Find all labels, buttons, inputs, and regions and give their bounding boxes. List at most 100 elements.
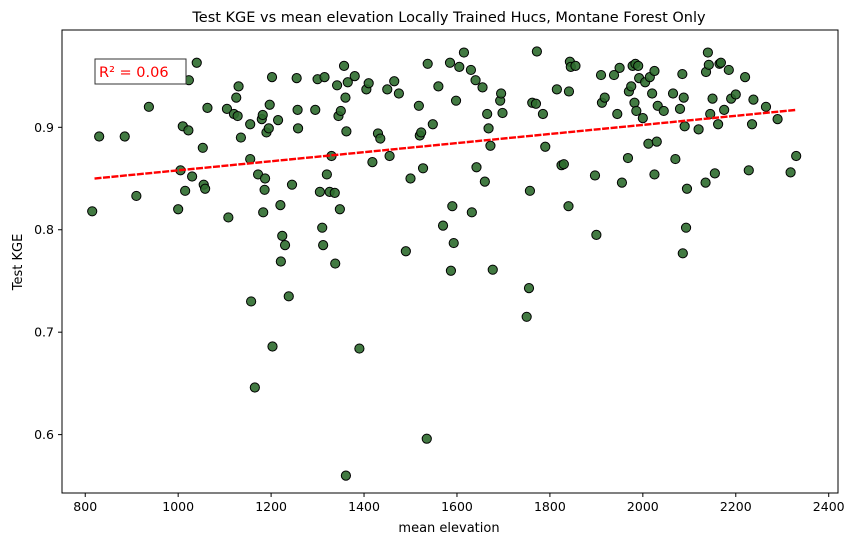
data-point	[700, 177, 711, 188]
y-tick-label: 0.7	[34, 325, 54, 340]
data-point	[197, 142, 208, 153]
data-point	[723, 64, 734, 76]
data-point	[191, 57, 202, 68]
data-point	[433, 81, 444, 92]
x-tick-label: 2400	[813, 499, 845, 514]
data-point	[258, 207, 269, 218]
x-axis-ticks: 800 1000 1200 1400 1600 1800 2000 2200 2400	[73, 493, 845, 514]
chart-title: Test KGE vs mean elevation Locally Train…	[191, 10, 706, 26]
data-point	[421, 433, 432, 444]
data-point	[330, 258, 341, 269]
data-point	[246, 296, 257, 307]
data-point	[703, 59, 714, 70]
data-point	[629, 97, 640, 108]
r-squared-annotation: R² = 0.06	[99, 65, 169, 81]
data-point	[291, 73, 302, 84]
x-tick-label: 1800	[534, 499, 566, 514]
data-point	[739, 72, 751, 83]
data-point	[367, 157, 378, 168]
plot-marks	[87, 46, 802, 481]
data-point	[709, 168, 720, 179]
data-point	[537, 108, 549, 120]
data-point	[338, 60, 350, 71]
data-point	[143, 101, 154, 112]
data-point	[331, 80, 343, 91]
data-point	[259, 184, 270, 195]
data-point	[314, 186, 325, 197]
data-point	[719, 104, 730, 116]
data-point	[249, 382, 260, 393]
data-point	[447, 201, 458, 212]
y-tick-label: 0.9	[34, 120, 54, 135]
data-point	[713, 119, 724, 130]
data-point	[649, 65, 660, 77]
data-point	[341, 126, 352, 137]
data-point	[223, 212, 234, 223]
data-point	[310, 104, 321, 116]
data-point	[416, 127, 427, 138]
data-point	[266, 72, 278, 83]
data-point	[674, 103, 686, 114]
annotation-frame	[94, 58, 187, 85]
data-point	[279, 240, 291, 251]
data-point	[599, 92, 610, 103]
data-point	[233, 81, 244, 92]
data-point	[283, 291, 294, 302]
data-point	[521, 311, 532, 322]
data-point	[626, 81, 637, 92]
data-point	[551, 84, 562, 95]
data-point	[631, 105, 642, 117]
data-point	[702, 47, 713, 58]
data-point	[614, 62, 625, 74]
data-point	[319, 72, 330, 83]
data-point	[389, 76, 400, 87]
data-point	[119, 131, 130, 142]
data-point	[760, 101, 772, 112]
data-point	[496, 88, 507, 99]
data-point	[400, 246, 411, 257]
data-point	[448, 237, 459, 249]
data-point	[649, 169, 660, 180]
data-point	[531, 46, 542, 57]
data-point	[173, 204, 184, 215]
annotation-box: R² = 0.06	[94, 58, 187, 85]
data-point	[612, 108, 623, 120]
data-point	[232, 110, 243, 122]
data-point	[791, 150, 802, 162]
data-point	[622, 152, 634, 164]
data-point	[707, 93, 718, 104]
data-point	[471, 162, 482, 173]
data-point	[340, 92, 351, 103]
data-point	[465, 64, 477, 76]
y-tick-label: 0.6	[34, 427, 54, 442]
data-point	[231, 92, 242, 103]
data-point	[524, 185, 536, 196]
data-point	[570, 60, 581, 71]
data-point	[680, 222, 692, 233]
data-point	[482, 108, 493, 120]
x-tick-label: 2000	[627, 499, 659, 514]
data-point	[637, 112, 648, 124]
x-tick-label: 2200	[720, 499, 752, 514]
data-point	[558, 159, 569, 170]
data-point	[677, 248, 688, 259]
data-point	[591, 229, 602, 240]
data-point	[616, 177, 628, 188]
data-point	[245, 119, 256, 130]
data-point	[263, 123, 274, 134]
data-point	[477, 82, 488, 93]
data-point	[277, 230, 288, 241]
data-point	[329, 187, 340, 198]
data-point	[375, 133, 386, 144]
data-point	[187, 171, 198, 182]
data-point	[658, 105, 669, 117]
data-point	[643, 138, 654, 149]
data-point	[437, 220, 449, 231]
data-point	[384, 150, 395, 162]
data-point	[730, 89, 741, 100]
data-point	[444, 57, 456, 68]
data-point	[94, 131, 105, 142]
data-point	[450, 95, 462, 106]
data-point	[393, 88, 404, 99]
